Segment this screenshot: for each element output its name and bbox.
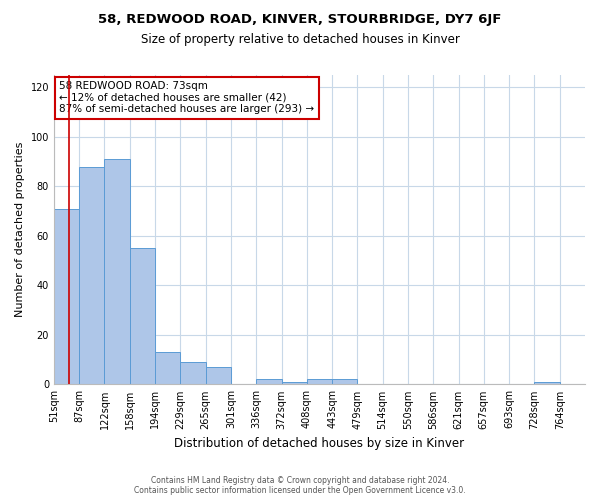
Bar — [256, 380, 281, 384]
Bar — [535, 382, 560, 384]
Text: 58 REDWOOD ROAD: 73sqm
← 12% of detached houses are smaller (42)
87% of semi-det: 58 REDWOOD ROAD: 73sqm ← 12% of detached… — [59, 81, 314, 114]
Bar — [307, 380, 332, 384]
Text: Size of property relative to detached houses in Kinver: Size of property relative to detached ho… — [140, 32, 460, 46]
Bar — [281, 382, 307, 384]
Text: Contains public sector information licensed under the Open Government Licence v3: Contains public sector information licen… — [134, 486, 466, 495]
Bar — [104, 159, 130, 384]
Bar — [79, 166, 104, 384]
Bar — [130, 248, 155, 384]
Text: Contains HM Land Registry data © Crown copyright and database right 2024.: Contains HM Land Registry data © Crown c… — [151, 476, 449, 485]
Bar — [181, 362, 206, 384]
X-axis label: Distribution of detached houses by size in Kinver: Distribution of detached houses by size … — [175, 437, 464, 450]
Bar — [54, 208, 79, 384]
Bar — [206, 367, 231, 384]
Y-axis label: Number of detached properties: Number of detached properties — [15, 142, 25, 318]
Bar — [332, 380, 358, 384]
Bar — [155, 352, 181, 384]
Text: 58, REDWOOD ROAD, KINVER, STOURBRIDGE, DY7 6JF: 58, REDWOOD ROAD, KINVER, STOURBRIDGE, D… — [98, 12, 502, 26]
